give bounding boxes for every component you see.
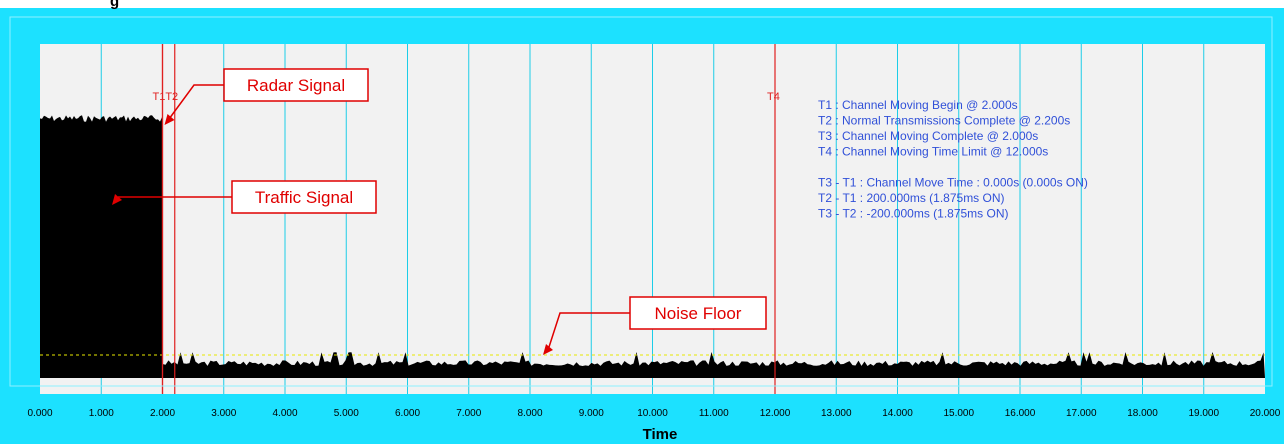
x-tick-label: 5.000 — [334, 408, 359, 419]
annotation-line: T3 - T1 : Channel Move Time : 0.000s (0.… — [818, 176, 1088, 190]
cursor-annotations: T1 : Channel Moving Begin @ 2.000s T2 : N… — [818, 98, 1088, 221]
x-tick-label: 1.000 — [89, 408, 114, 419]
x-tick-label: 11.000 — [699, 408, 729, 419]
x-tick-label: 14.000 — [882, 408, 913, 419]
x-tick-label: 17.000 — [1066, 408, 1097, 419]
x-axis-label: Time — [643, 426, 678, 443]
callout-box — [223, 68, 369, 102]
x-tick-label: 9.000 — [579, 408, 604, 419]
x-tick-label: 7.000 — [456, 408, 481, 419]
x-tick-label: 0.000 — [27, 408, 52, 419]
callout-box — [231, 180, 377, 214]
x-tick-label: 18.000 — [1127, 408, 1158, 419]
cursors[interactable]: T1T2 T4 — [153, 44, 780, 394]
annotation-line: T3 - T2 : -200.000ms (1.875ms ON) — [818, 207, 1009, 221]
callout-box — [629, 296, 767, 330]
x-tick-label: 10.000 — [637, 408, 668, 419]
callout-leader — [548, 312, 630, 348]
callout-leader — [169, 84, 224, 118]
annotation-line: T2 : Normal Transmissions Complete @ 2.2… — [818, 114, 1070, 128]
signal-trace — [40, 115, 1265, 379]
x-tick-label: 8.000 — [517, 408, 542, 419]
window-title: g — [110, 0, 120, 10]
callouts: Radar Signal Traffic Signal Noise Floor — [112, 68, 767, 355]
x-tick-label: 4.000 — [272, 408, 297, 419]
annotation-line: T3 : Channel Moving Complete @ 2.000s — [818, 129, 1038, 143]
annotation-line: T1 : Channel Moving Begin @ 2.000s — [818, 98, 1018, 112]
x-tick-label: 3.000 — [211, 408, 236, 419]
x-tick-label: 13.000 — [821, 408, 852, 419]
annotation-line: T4 : Channel Moving Time Limit @ 12.000s — [818, 145, 1048, 159]
x-tick-label: 2.000 — [150, 408, 175, 419]
x-tick-label: 19.000 — [1188, 408, 1219, 419]
x-tick-label: 12.000 — [760, 408, 791, 419]
x-tick-label: 16.000 — [1005, 408, 1036, 419]
callout-arrowhead — [112, 194, 122, 205]
x-tick-label: 15.000 — [943, 408, 974, 419]
callout-label: Traffic Signal — [255, 188, 353, 207]
x-tick-label: 6.000 — [395, 408, 420, 419]
callout-label: Noise Floor — [655, 304, 742, 323]
callout-arrowhead — [543, 344, 553, 355]
annotation-line: T2 - T1 : 200.000ms (1.875ms ON) — [818, 191, 1005, 205]
x-axis-ticks: 0.000 1.000 2.000 3.000 4.000 5.000 6.000 7.000… — [27, 408, 1280, 419]
title-strip: g — [0, 0, 1284, 10]
traffic-signal-block — [40, 115, 163, 379]
cursor-label-t1t2: T1T2 — [153, 91, 179, 103]
callout-arrowhead — [164, 114, 175, 125]
callout-label: Radar Signal — [247, 76, 345, 95]
frame-border — [9, 16, 1273, 387]
x-tick-label: 20.000 — [1250, 408, 1281, 419]
noise-signal-band — [162, 352, 1265, 378]
cursor-label-t4: T4 — [767, 91, 780, 103]
